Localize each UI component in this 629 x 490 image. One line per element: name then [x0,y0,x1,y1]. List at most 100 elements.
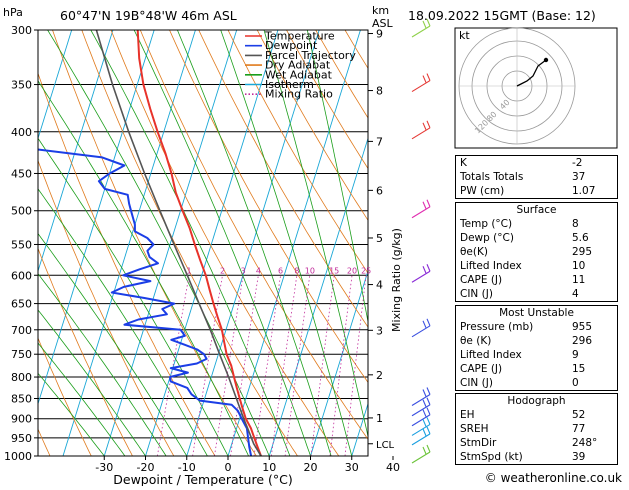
wind-barb [412,434,430,445]
mixing-ratio-axis-title: Mixing Ratio (g/kg) [390,228,403,332]
pressure-tick-label: 750 [11,348,32,361]
asl-unit-label: ASL [372,17,394,30]
surface-row: Temp (°C)8 [456,217,617,231]
index-row-pw: PW (cm)1.07 [456,184,617,198]
temperature-tick-label: -30 [95,461,113,474]
pressure-tick-label: 900 [11,413,32,426]
surface-row: Dewp (°C)5.6 [456,231,617,245]
wind-barb-flag [423,419,426,426]
temperature-tick-label: 40 [386,461,400,474]
wind-barb-flag [423,447,426,454]
wind-barb-flag [427,445,430,452]
most-unstable-row: Pressure (mb)955 [456,320,617,334]
wind-barb-flag [423,400,426,407]
km-tick-label: 7 [376,135,383,148]
datetime-label: 18.09.2022 15GMT (Base: 12) [408,8,596,23]
mixing-ratio-line [345,275,366,456]
hpa-unit-label: hPa [3,6,23,19]
isotherm-line [63,30,195,456]
km-tick-label: 8 [376,85,383,98]
pressure-tick-label: 300 [11,24,32,37]
wind-barb-flag [423,202,426,209]
temperature-tick-label: 20 [304,461,318,474]
mixing-ratio-label: 8 [294,266,299,275]
mixing-ratio-label: 1 [187,266,192,275]
wind-barb [412,26,430,37]
mixing-ratio-label: 6 [278,266,283,275]
mixing-ratio-line [330,275,352,456]
mixing-ratio-label: 4 [256,266,261,275]
wind-barb-flag [423,410,426,417]
wind-barb [412,424,430,435]
km-tick-label: 4 [376,279,383,292]
wind-barb-flag [427,264,430,271]
mixing-ratio-label: 15 [329,266,339,275]
mixing-ratio-label: 25 [361,266,371,275]
km-tick-label: 5 [376,232,383,245]
profile-lines [0,30,261,456]
wind-barb [412,405,430,416]
wind-barb [412,415,430,426]
index-row-k: K-2 [456,156,617,170]
wind-barb-flag [427,398,430,405]
km-tick-label: 3 [376,324,383,337]
mixing-ratio-line [193,275,223,456]
mixing-ratio-label: 2 [220,266,225,275]
mixing-ratio-line [254,275,281,456]
wind-barb-flag [427,121,430,128]
isotherm-line [22,30,154,456]
pressure-tick-label: 500 [11,205,32,218]
pressure-tick-label: 850 [11,392,32,405]
surface-title: Surface [456,203,617,217]
hodograph-kt-label: kt [459,29,470,42]
surface-table: Surface Temp (°C)8 Dewp (°C)5.6 θe(K)295… [455,202,618,302]
wind-barb-flag [427,200,430,207]
most-unstable-row: CIN (J)0 [456,376,617,390]
wind-barb [412,128,430,139]
pressure-tick-label: 350 [11,79,32,92]
wet-adiabat-line [48,30,270,456]
most-unstable-table: Most Unstable Pressure (mb)955 θe (K)296… [455,305,618,391]
wind-barb [412,326,430,337]
pressure-tick-label: 600 [11,269,32,282]
wind-barb-flag [427,408,430,415]
mixing-ratio-label: 20 [347,266,357,275]
most-unstable-row: CAPE (J)15 [456,362,617,376]
surface-row: CAPE (J)11 [456,273,617,287]
most-unstable-title: Most Unstable [456,306,617,320]
hodograph-row: StmSpd (kt)39 [456,450,617,464]
km-tick-label: 1 [376,412,383,425]
pressure-tick-label: 700 [11,324,32,337]
mixing-ratio-label: 10 [305,266,315,275]
wind-barb [412,81,430,92]
km-tick-label: 2 [376,369,383,382]
km-unit-label: km [372,4,389,17]
lcl-label: LCL [376,440,395,451]
pressure-tick-label: 550 [11,238,32,251]
mixing-ratio-line [271,275,297,456]
pressure-tick-label: 1000 [4,450,32,463]
most-unstable-row: θe (K)296 [456,334,617,348]
wind-barb-flag [423,321,426,328]
wind-barb-flag [427,387,430,394]
wind-barb-flag [427,74,430,81]
km-tick-label: 6 [376,184,383,197]
wind-barb-flag [423,76,426,83]
wind-barb [412,207,430,218]
wind-barb-flag [427,319,430,326]
wind-barb-flag [427,427,430,434]
wind-barb-flag [423,429,426,436]
copyright-label: © weatheronline.co.uk [485,471,622,485]
